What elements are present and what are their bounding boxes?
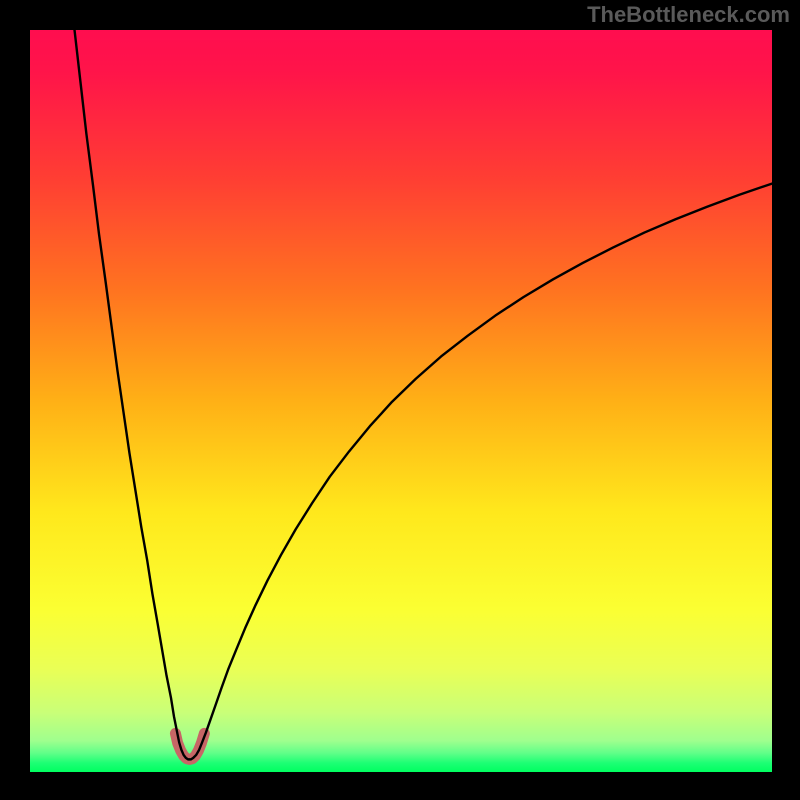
plot-area [30, 30, 772, 772]
stage: TheBottleneck.com [0, 0, 800, 800]
watermark-text: TheBottleneck.com [587, 2, 790, 28]
plot-overlay [30, 30, 772, 772]
bottleneck-curve [75, 30, 772, 759]
